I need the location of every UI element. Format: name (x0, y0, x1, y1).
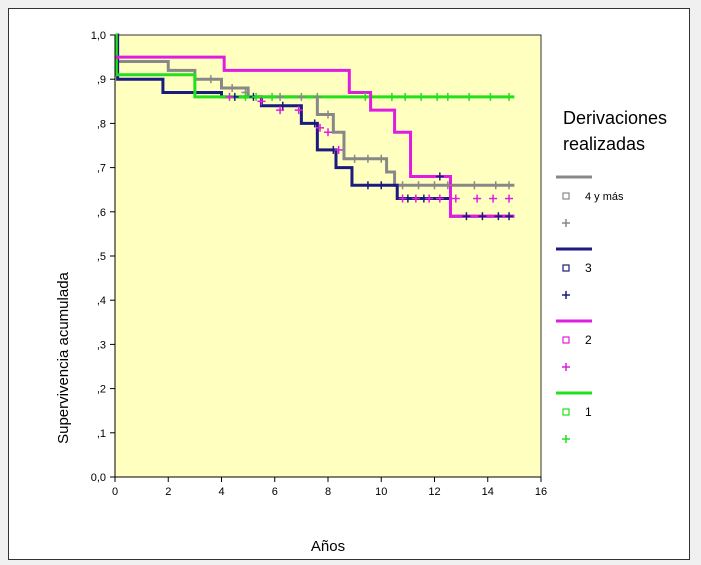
censor-mark-3 (462, 212, 471, 221)
censor-mark-1 (505, 92, 514, 101)
x-tick-label: 0 (112, 486, 118, 498)
legend-label-4-y-más: 4 y más (585, 191, 624, 203)
x-tick-label: 8 (325, 486, 331, 498)
censor-mark-2 (411, 194, 420, 203)
censor-mark-4-y-más (430, 181, 439, 190)
censor-mark-2 (473, 194, 482, 203)
censor-mark-1 (433, 92, 442, 101)
x-tick-label: 4 (218, 486, 224, 498)
y-tick-label: ,5 (97, 251, 106, 263)
censor-mark-1 (486, 92, 495, 101)
legend-plus-3 (562, 291, 570, 299)
x-tick-label: 2 (165, 486, 171, 498)
x-tick-label: 16 (535, 486, 547, 498)
censor-mark-2 (489, 194, 498, 203)
legend-items: 4 y más 3 2 1 (556, 175, 624, 443)
censor-mark-3 (435, 172, 444, 181)
censor-mark-1 (241, 92, 250, 101)
y-tick-label: ,4 (97, 295, 106, 307)
censor-mark-4-y-más (324, 110, 332, 119)
legend-square-1 (562, 408, 570, 416)
censor-mark-2 (324, 128, 332, 137)
legend-title-line-1: Derivaciones (563, 108, 667, 128)
x-tick-label: 10 (375, 486, 387, 498)
censor-mark-1 (401, 92, 410, 101)
y-tick-label: 0,0 (91, 472, 106, 484)
y-tick-label: ,7 (97, 163, 106, 175)
censor-mark-1 (443, 92, 452, 101)
censor-mark-3 (478, 212, 487, 221)
censor-mark-3 (278, 101, 287, 110)
censor-mark-3 (310, 119, 319, 128)
y-tick-label: ,6 (97, 207, 106, 219)
censor-mark-4-y-más (313, 92, 322, 101)
censor-mark-2 (398, 194, 407, 203)
plot-area (114, 34, 542, 478)
legend-label-1: 1 (585, 405, 592, 419)
censor-mark-1 (465, 92, 474, 101)
legend-label-2: 2 (585, 333, 592, 347)
censor-mark-4-y-más (206, 75, 215, 84)
censor-mark-3 (505, 212, 514, 221)
censor-mark-2 (334, 145, 343, 154)
legend-label-3: 3 (585, 261, 592, 275)
censor-mark-3 (377, 181, 386, 190)
censor-mark-1 (417, 92, 426, 101)
legend-square-4-y-más (562, 192, 570, 200)
censor-mark-2 (505, 194, 514, 203)
curve-3 (115, 33, 515, 218)
y-tick-label: ,2 (97, 384, 106, 396)
censor-mark-4-y-más (297, 92, 306, 101)
censor-mark-1 (252, 92, 261, 101)
legend-square-3 (562, 264, 570, 272)
censor-mark-4-y-más (414, 181, 423, 190)
y-tick-label: ,3 (97, 339, 106, 351)
legend-plus-2 (562, 363, 570, 371)
censor-mark-4-y-más (505, 181, 514, 190)
y-axis-title: Supervivencia acumulada (55, 271, 72, 443)
censor-mark-2 (257, 97, 266, 106)
censor-mark-2 (276, 106, 285, 115)
censor-mark-3 (363, 181, 372, 190)
censor-mark-4-y-más (276, 92, 285, 101)
censor-mark-4-y-más (350, 154, 359, 163)
censor-mark-1 (387, 92, 396, 101)
x-tick-label: 6 (272, 486, 278, 498)
censor-mark-4-y-más (398, 181, 407, 190)
y-tick-label: ,9 (97, 74, 106, 86)
censor-mark-2 (435, 194, 444, 203)
censor-mark-4-y-más (470, 181, 479, 190)
censor-mark-4-y-más (377, 154, 386, 163)
censor-mark-2 (316, 123, 325, 132)
censor-mark-1 (361, 92, 370, 101)
legend: Derivaciones realizadas 4 y más 3 2 1 (556, 108, 667, 443)
y-tick-label: 1,0 (91, 30, 106, 42)
legend-plus-4-y-más (562, 219, 570, 227)
censor-mark-2 (451, 194, 460, 203)
censor-mark-4-y-más (228, 84, 237, 93)
y-tick-label: ,8 (97, 118, 106, 130)
legend-plus-1 (562, 435, 570, 443)
censor-mark-2 (225, 92, 234, 101)
x-tick-label: 14 (482, 486, 494, 498)
x-tick-label: 12 (428, 486, 440, 498)
censor-marks (206, 75, 514, 221)
legend-square-2 (562, 336, 570, 344)
censor-mark-4-y-más (443, 181, 452, 190)
y-tick-label: ,1 (97, 428, 106, 440)
ticks: 0 2 4 6 8 10 12 14 16 0,0 ,1 ,2 ,3 ,4 ,5 ,6 ,7 ,8 ,9 1,0 (91, 30, 547, 498)
censor-mark-2 (425, 194, 434, 203)
censor-mark-1 (268, 92, 277, 101)
censor-mark-4-y-más (491, 181, 500, 190)
censor-mark-2 (294, 106, 303, 115)
censor-mark-3 (494, 212, 503, 221)
censor-mark-4-y-más (363, 154, 372, 163)
x-axis-title: Años (311, 538, 345, 555)
legend-title-line-2: realizadas (563, 134, 645, 154)
